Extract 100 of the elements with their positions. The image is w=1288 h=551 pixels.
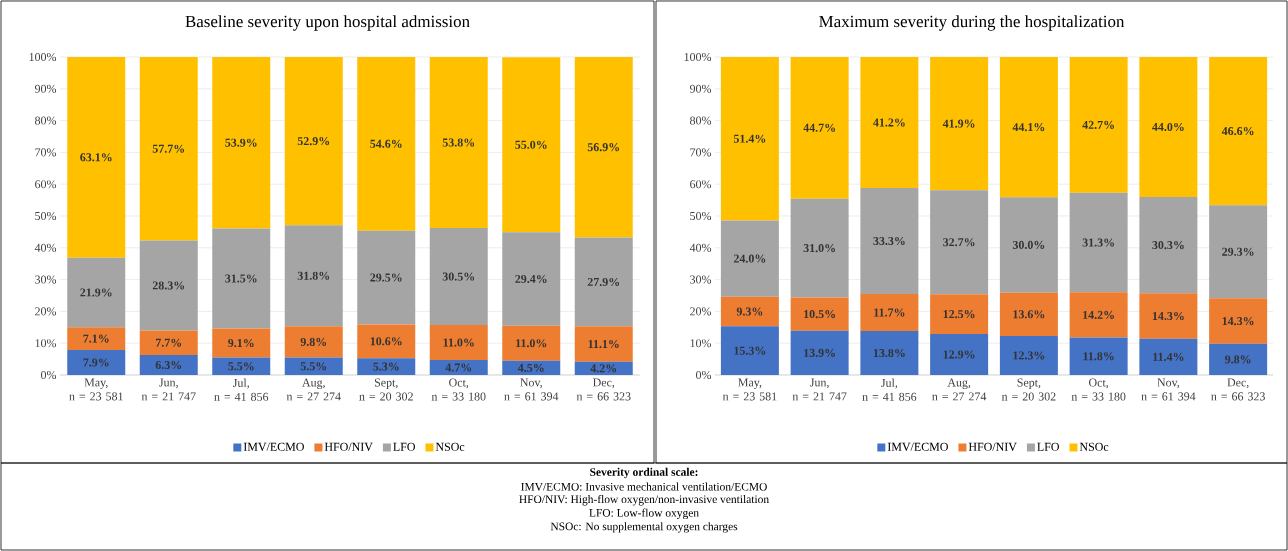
bar: [357, 57, 416, 231]
data-label: 21.9%: [80, 288, 112, 297]
data-label: 7.9%: [83, 358, 109, 367]
bar: [999, 292, 1058, 336]
data-label: 44.1%: [1012, 123, 1045, 132]
data-label: 30.5%: [442, 272, 475, 281]
bar: [860, 331, 919, 375]
data-label: 29.5%: [370, 273, 402, 282]
x-tick-label: Jul, n = 41 856: [214, 378, 269, 401]
chart-title: Maximum severity during the hospitalization: [819, 15, 1125, 31]
y-tick-label: 60%: [35, 180, 57, 189]
data-label: 13.6%: [1013, 310, 1045, 319]
bar: [67, 349, 126, 375]
y-tick-label: 30%: [35, 275, 57, 284]
chart-title: Baseline severity upon hospital admission: [185, 15, 470, 31]
y-tick-label: 50%: [35, 211, 57, 221]
bar: [1209, 57, 1268, 206]
bar: [1069, 337, 1128, 375]
data-label: 29.3%: [1222, 247, 1254, 256]
data-label: 31.0%: [803, 244, 835, 253]
x-tick-label: Oct, n = 33 180: [431, 378, 486, 401]
data-label: 32.7%: [943, 238, 975, 247]
data-label: 53.9%: [225, 138, 257, 147]
bar: [67, 327, 126, 350]
bar: [284, 326, 343, 358]
bar: [284, 225, 343, 327]
data-label: 56.9%: [587, 143, 620, 152]
x-tick-label: Dec, n = 66 323: [1211, 378, 1265, 401]
bar: [574, 57, 633, 238]
data-label: 11.7%: [874, 308, 905, 317]
bar: [139, 240, 198, 331]
x-tick-label: May, n = 23 581: [69, 378, 123, 401]
bar: [790, 198, 849, 298]
y-tick-label: 0%: [41, 370, 57, 380]
x-tick-label: Nov, n = 61 394: [504, 378, 559, 401]
data-label: 10.5%: [804, 310, 835, 319]
x-tick-label: Dec, n = 66 323: [576, 378, 631, 401]
y-tick-label: 90%: [34, 84, 57, 93]
bar: [1209, 298, 1268, 344]
y-tick-label: 80%: [690, 116, 712, 125]
bar: [284, 357, 343, 375]
bar: [720, 220, 779, 297]
data-label: 41.2%: [873, 118, 905, 127]
text: IMV/ECMO: Invasive mechanical ventilation/ECMO: [521, 482, 767, 491]
bar: [429, 360, 488, 375]
data-label: 53.8%: [442, 138, 475, 147]
legend-label: NSOc: [435, 442, 465, 451]
data-label: 13.9%: [804, 348, 835, 357]
x-tick-label: Nov, n = 61 394: [1141, 378, 1196, 401]
x-tick-label: May, n = 23 581: [722, 378, 777, 401]
data-label: 57.7%: [152, 144, 185, 153]
data-label: 42.7%: [1082, 120, 1114, 129]
bar: [502, 57, 561, 233]
data-label: 5.5%: [228, 362, 254, 371]
data-label: 63.1%: [80, 153, 112, 162]
bar: [212, 357, 271, 375]
bar: [860, 188, 919, 294]
y-tick-label: 60%: [690, 180, 712, 189]
data-label: 30.0%: [1012, 240, 1045, 249]
data-label: 41.9%: [942, 119, 975, 128]
data-label: 10.6%: [370, 337, 402, 346]
data-label: 29.4%: [515, 274, 547, 284]
data-label: 9.1%: [228, 338, 254, 348]
y-tick-label: 100%: [29, 52, 57, 62]
x-tick-label: Sept, n = 20 302: [359, 378, 413, 401]
bar: [790, 297, 849, 331]
data-label: 14.3%: [1222, 317, 1254, 326]
bar: [357, 230, 416, 325]
bar: [1139, 338, 1198, 375]
data-label: 11.0%: [443, 338, 474, 347]
y-tick-label: 40%: [689, 243, 712, 252]
x-tick-label: Jun, n = 21 747: [141, 378, 196, 401]
data-label: 9.8%: [1225, 355, 1251, 364]
bar: [999, 197, 1058, 293]
y-tick-label: 80%: [35, 116, 57, 125]
y-tick-label: 10%: [690, 339, 712, 348]
bar: [860, 293, 919, 332]
bar: [429, 57, 488, 229]
bar: [212, 57, 271, 229]
data-label: 51.4%: [733, 134, 766, 143]
data-label: 7.7%: [155, 338, 182, 347]
data-label: 44.7%: [803, 123, 835, 132]
bar: [720, 326, 779, 375]
bar: [790, 330, 849, 375]
bar: [1209, 343, 1268, 375]
data-label: 9.8%: [300, 337, 327, 346]
y-tick-label: 20%: [35, 307, 57, 316]
bar: [1209, 205, 1268, 299]
data-label: 24.0%: [733, 254, 766, 263]
data-label: 28.3%: [152, 281, 185, 290]
x-tick-label: Aug, n = 27 274: [932, 378, 987, 401]
y-tick-label: 50%: [690, 211, 712, 221]
bar: [1139, 57, 1198, 197]
data-label: 7.1%: [83, 334, 109, 343]
bar: [67, 57, 126, 258]
bar: [429, 228, 488, 326]
data-label: 4.2%: [590, 364, 617, 373]
data-label: 12.3%: [1013, 351, 1045, 360]
bar: [212, 228, 271, 329]
legend-label: LFO: [393, 442, 415, 451]
